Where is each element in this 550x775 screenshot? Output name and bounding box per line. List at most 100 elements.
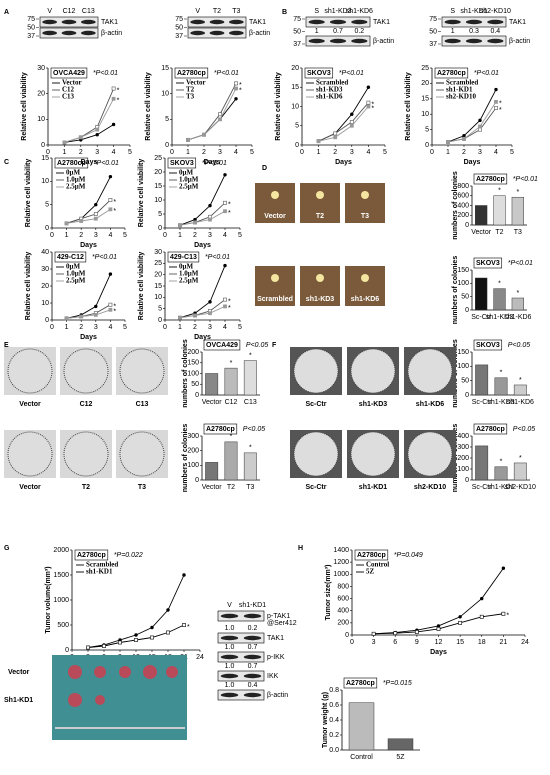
- band-note: @Ser412: [267, 620, 297, 627]
- chart-subtitle: *P<0.01: [339, 70, 364, 77]
- band-signal: [351, 38, 368, 44]
- x-axis-label: Days: [194, 334, 211, 341]
- series-line: [66, 208, 111, 224]
- ratio: 0.2: [248, 625, 258, 632]
- blot-band: [217, 670, 265, 682]
- data-point: [350, 112, 354, 116]
- x-tick-label: Sc-Ctr: [472, 399, 493, 406]
- y-axis-label: Relative cell viability: [275, 72, 282, 141]
- x-tick-label: 0: [350, 639, 354, 646]
- x-tick-label: Control: [350, 754, 373, 761]
- panel-letter: E: [4, 342, 9, 349]
- band-signal: [444, 38, 461, 44]
- y-tick-label: 15: [421, 96, 429, 103]
- band-signal: [243, 673, 262, 679]
- plate: [350, 348, 396, 394]
- significance: *: [228, 298, 231, 305]
- photo: [345, 183, 385, 223]
- colony: [271, 274, 279, 282]
- ratio: 1.0: [225, 625, 235, 632]
- data-point: [462, 134, 466, 138]
- x-tick-label: 1: [62, 149, 66, 156]
- data-point: [202, 132, 206, 137]
- chart-subtitle: P<0.05: [508, 342, 530, 349]
- y-tick-label: 400: [337, 608, 349, 615]
- x-tick-label: sh1-KD6: [504, 314, 531, 321]
- x-tick-label: 1: [178, 324, 182, 331]
- y-axis-label: Tumor weight (g): [322, 692, 329, 748]
- data-point: [494, 106, 498, 110]
- legend-label: 2.5μM: [179, 277, 199, 285]
- data-point: [349, 120, 354, 124]
- legend-label: 1.0μM: [179, 176, 199, 184]
- y-tick-label: 300: [187, 433, 199, 440]
- title-frame: [74, 549, 109, 561]
- data-point: [79, 219, 84, 223]
- data-point: [108, 207, 113, 212]
- ratio: 1.0: [225, 644, 235, 651]
- photo-label: C12: [80, 401, 93, 408]
- lane-label: sh2-KD10: [480, 8, 511, 15]
- ratio: 1: [315, 28, 319, 35]
- x-tick-label: 2: [79, 324, 83, 331]
- significance: *: [249, 445, 252, 452]
- legend-label: sh1-KD1: [446, 86, 473, 94]
- band-signal: [329, 38, 347, 44]
- y-tick-label: 15: [291, 84, 299, 91]
- data-point: [193, 220, 197, 225]
- x-tick-label: 0: [46, 149, 50, 156]
- y-tick-label: 0: [158, 317, 162, 324]
- significance: *: [230, 434, 233, 441]
- y-tick-label: 1200: [333, 559, 349, 566]
- y-tick-label: 200: [457, 455, 469, 462]
- band-signal: [190, 30, 206, 36]
- data-point: [462, 136, 466, 141]
- significance: *: [249, 352, 252, 359]
- band-signal: [243, 613, 262, 619]
- data-point: [234, 86, 238, 91]
- x-tick-label: sh1-KD1: [487, 484, 514, 491]
- y-tick-label: 800: [457, 183, 469, 190]
- data-point: [118, 640, 122, 645]
- bar: [224, 367, 238, 396]
- data-point: [94, 304, 98, 309]
- photo: [345, 266, 385, 306]
- x-tick-label: sh1-KD3: [486, 314, 513, 321]
- y-tick-label: 0.4: [329, 717, 339, 724]
- y-tick-label: 15: [41, 155, 49, 162]
- data-point: [166, 630, 170, 635]
- y-tick-label: 200: [337, 620, 349, 627]
- x-tick-label: 5: [128, 149, 132, 156]
- ratio: 1.0: [225, 663, 235, 670]
- data-point: [150, 625, 154, 630]
- x-tick-label: 1: [65, 324, 69, 331]
- x-tick-label: 24: [196, 654, 204, 661]
- chart-subtitle: *P<0.01: [513, 176, 538, 183]
- y-tick-label: 10: [37, 116, 45, 123]
- y-tick-label: 100: [187, 370, 199, 377]
- legend-label: Scrambled: [446, 79, 478, 87]
- size-marker: 75: [175, 16, 183, 23]
- series-line: [66, 304, 111, 319]
- x-tick-label: 2: [193, 324, 197, 331]
- y-tick-label: 0: [465, 222, 469, 229]
- y-tick-label: 1400: [333, 547, 349, 554]
- data-point: [333, 135, 338, 140]
- series-line: [179, 174, 226, 226]
- band-signal: [220, 692, 239, 698]
- y-axis-label: Relative cell viability: [21, 72, 28, 141]
- x-tick-label: 4: [112, 149, 116, 156]
- photo: [255, 183, 295, 223]
- ratio: 0.4: [248, 682, 258, 689]
- colony: [316, 274, 324, 282]
- significance: *: [228, 210, 231, 217]
- series-line: [373, 567, 504, 635]
- ratio: 0.7: [248, 663, 258, 670]
- x-axis-label: Days: [80, 242, 97, 249]
- band-label: IKK: [267, 673, 279, 680]
- chart-subtitle: *P<0.01: [202, 160, 227, 167]
- data-point: [414, 630, 419, 634]
- data-point: [208, 203, 212, 208]
- y-tick-label: 25: [154, 155, 162, 162]
- tumor: [68, 665, 82, 679]
